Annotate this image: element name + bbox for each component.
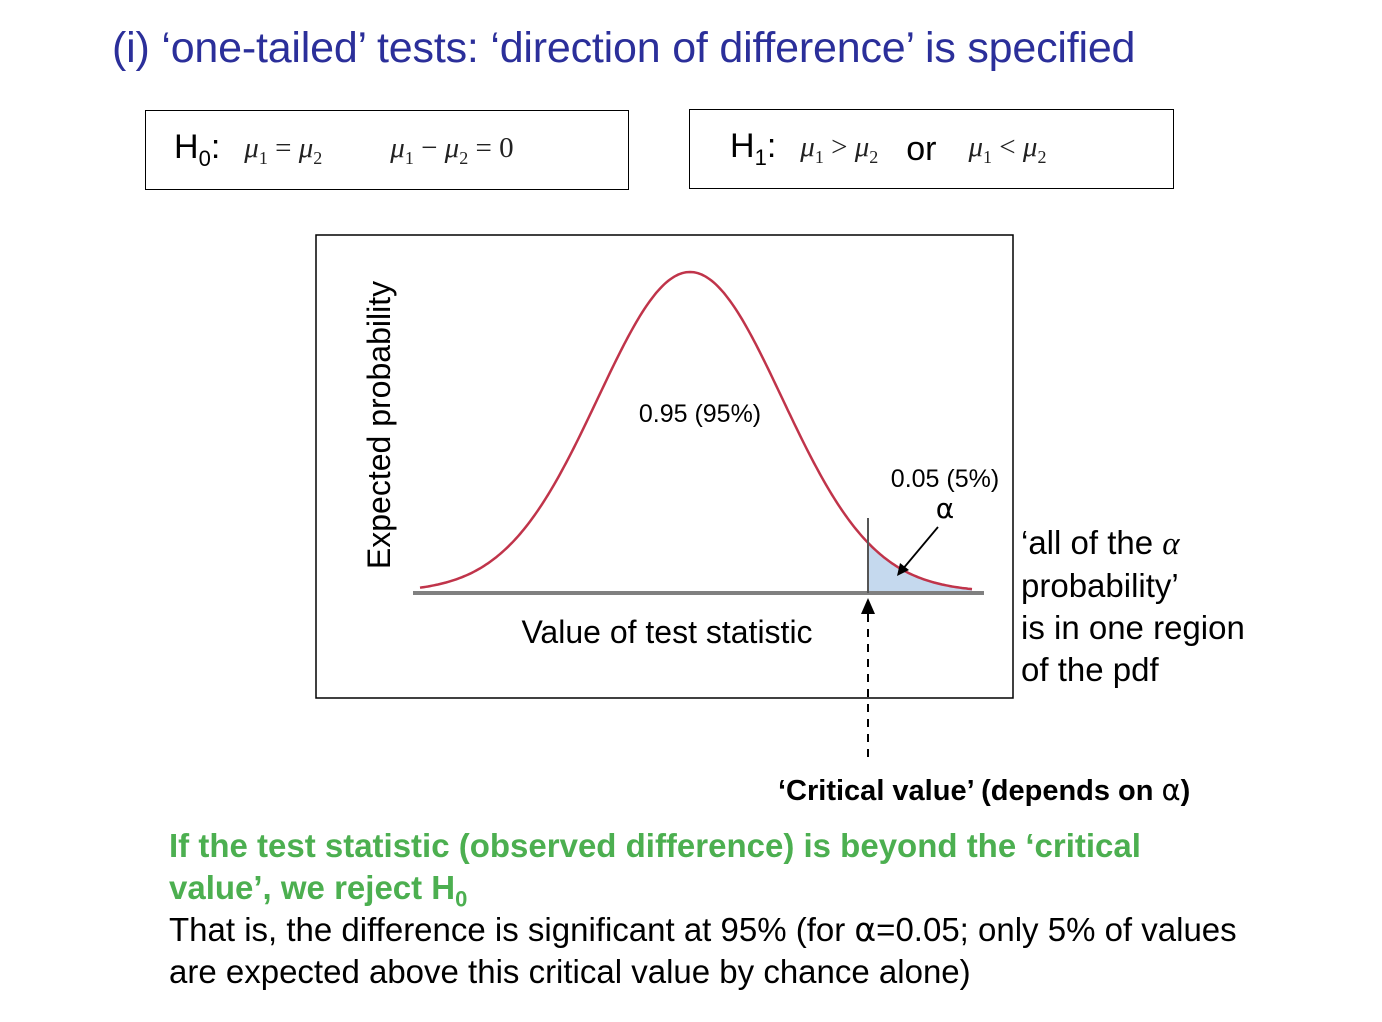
rejection-rule-line-2: value’, we reject H0 (169, 869, 468, 912)
alpha-pointer-arrowhead (897, 563, 909, 576)
center-area-label: 0.95 (95%) (639, 400, 761, 428)
h0-equation-equal: μ1 = μ2 (244, 131, 323, 168)
page-title: (i) ‘one-tailed’ tests: ‘direction of di… (112, 24, 1136, 72)
alternative-hypothesis-box: H1: μ1 > μ2 or μ1 < μ2 (689, 109, 1174, 189)
x-axis-label: Value of test statistic (521, 614, 812, 650)
alpha-symbol: α (936, 492, 954, 525)
significance-explanation-text: That is, the difference is significant a… (169, 910, 1237, 990)
alpha-explanation-note: ‘all of the α probability’ is in one reg… (1021, 522, 1245, 691)
alpha-pointer-line (901, 526, 939, 571)
alpha-note-line-1: ‘all of the α (1021, 524, 1180, 562)
y-axis-label: Expected probability (361, 281, 397, 569)
h1-equation-less: μ1 < μ2 (968, 130, 1047, 167)
h1-label: H1: (730, 127, 777, 170)
probability-density-curve (419, 270, 973, 591)
alpha-note-line-4: of the pdf (1021, 651, 1159, 688)
alpha-note-line-2: probability’ (1021, 567, 1179, 604)
h0-label: H0: (174, 128, 221, 171)
rejection-rule-line-1: If the test statistic (observed differen… (169, 827, 1141, 864)
h1-equation-greater: μ1 > μ2 (800, 130, 879, 167)
critical-value-arrowhead (861, 598, 875, 614)
diagram-frame (315, 234, 1014, 699)
tail-area-label: 0.05 (5%) (891, 465, 999, 493)
alpha-tail-area (868, 542, 972, 592)
h1-or-text: or (906, 129, 937, 168)
h0-equation-difference: μ1 − μ2 = 0 (390, 131, 514, 168)
alpha-note-line-3: is in one region (1021, 609, 1245, 646)
rejection-rule-text: If the test statistic (observed differen… (169, 825, 1269, 921)
critical-value-label: ‘Critical value’ (depends on α) (778, 773, 1191, 807)
null-hypothesis-box: H0: μ1 = μ2 μ1 − μ2 = 0 (145, 110, 629, 190)
